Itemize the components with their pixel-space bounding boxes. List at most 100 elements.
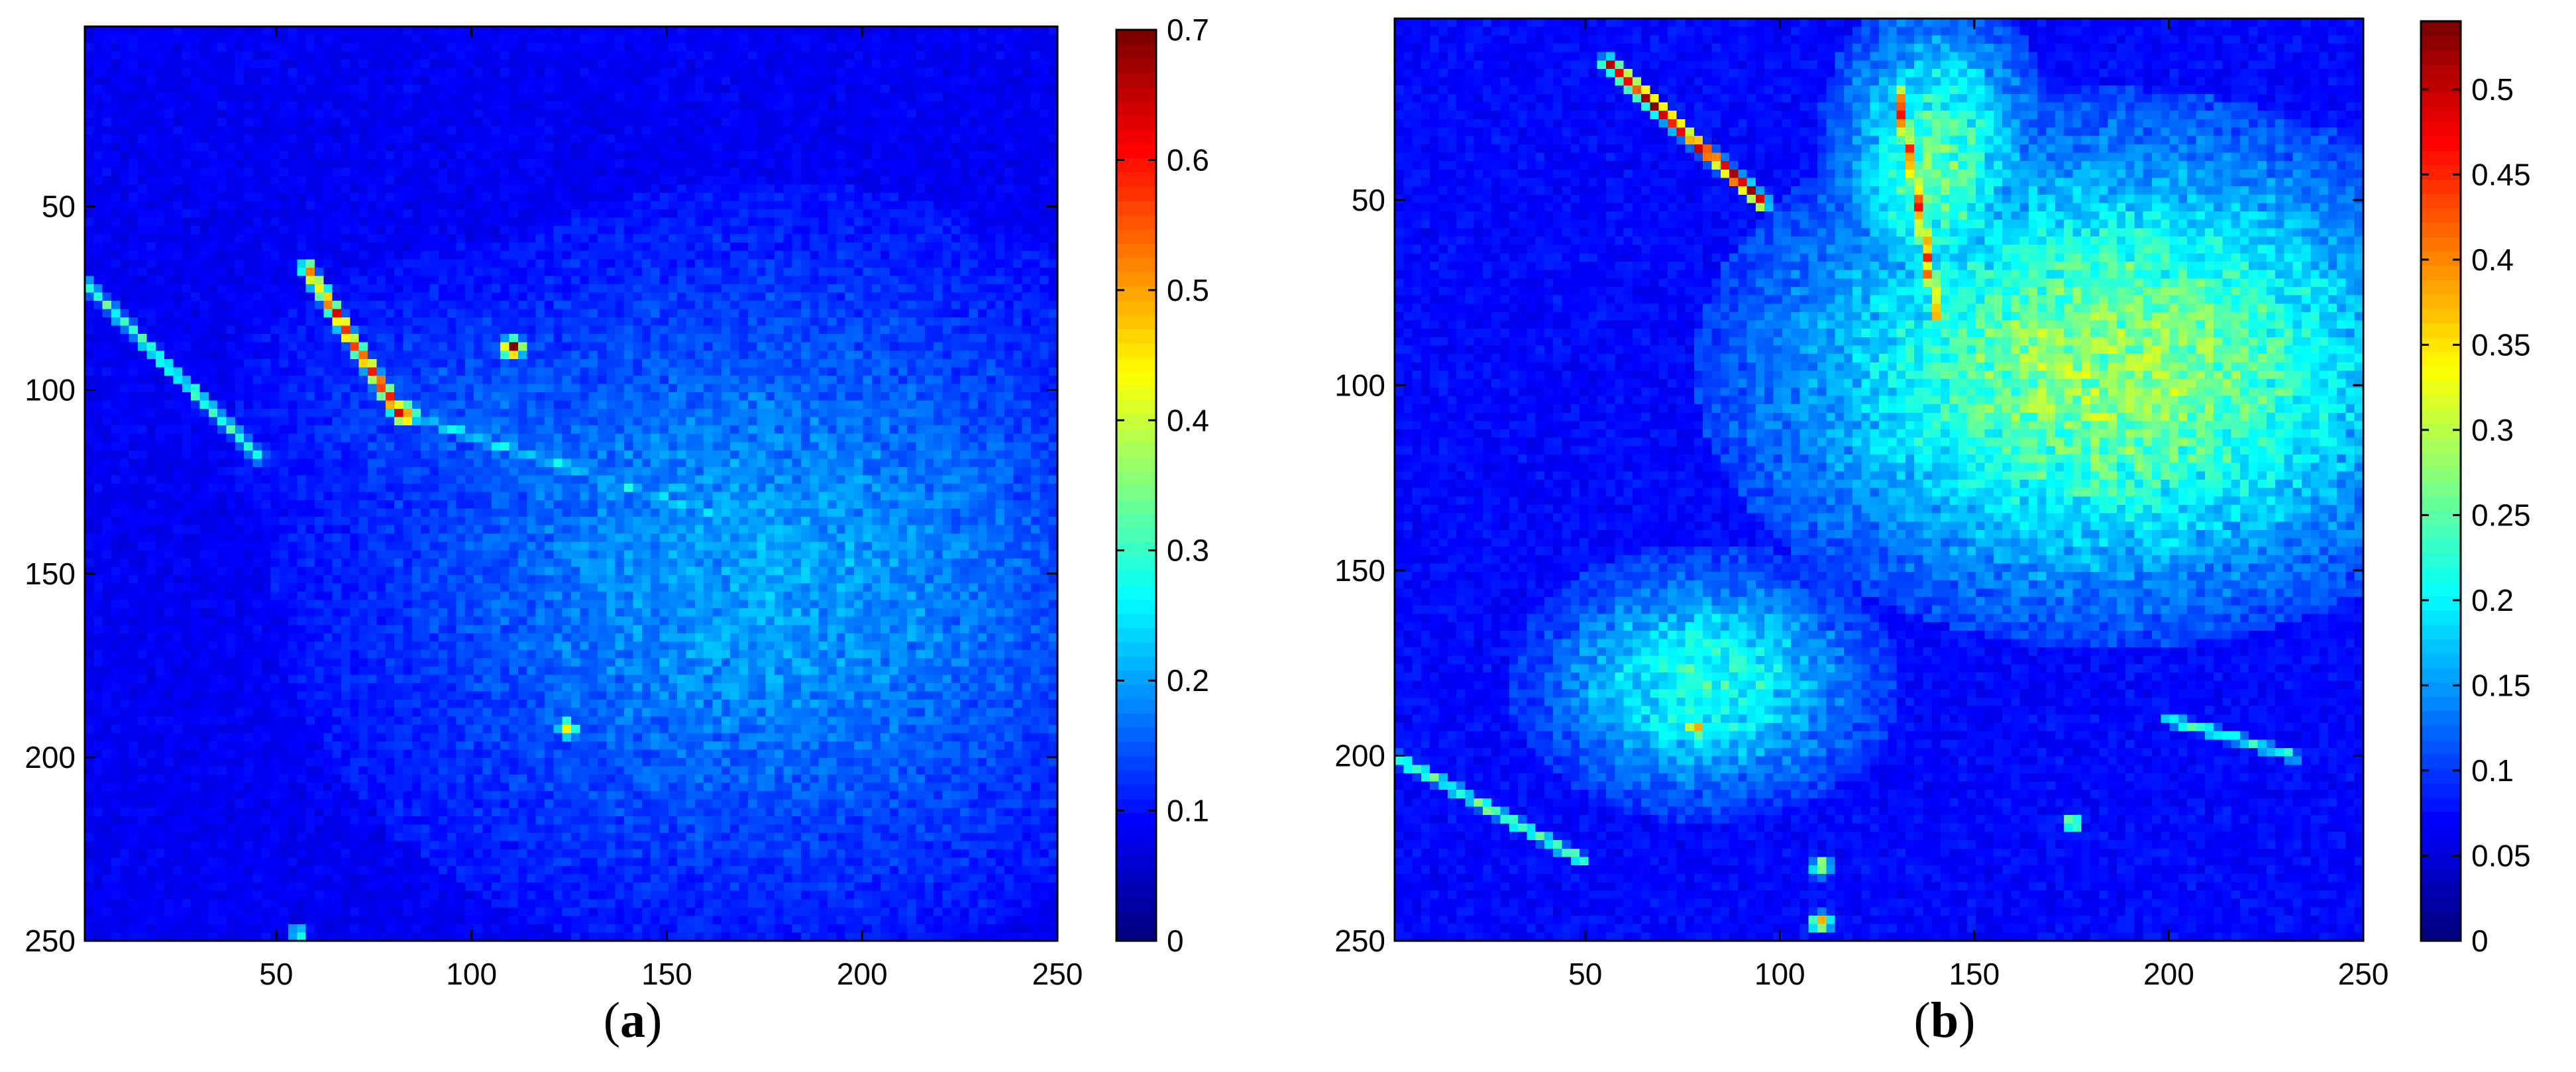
heatmap-cell (757, 250, 767, 260)
heatmap-cell (828, 367, 837, 376)
heatmap-cell (553, 375, 563, 385)
heatmap-cell (527, 176, 537, 185)
heatmap-cell (606, 151, 616, 160)
heatmap-cell (615, 159, 625, 168)
heatmap-cell (562, 384, 572, 393)
heatmap-cell (792, 384, 802, 393)
heatmap-cell (358, 350, 368, 360)
heatmap-cell (474, 159, 484, 168)
heatmap-cell (677, 392, 687, 402)
heatmap-cell (969, 334, 979, 343)
heatmap-cell (438, 325, 448, 335)
heatmap-cell (482, 134, 492, 144)
heatmap-cell (438, 375, 448, 385)
heatmap-cell (606, 134, 616, 144)
heatmap-cell (491, 242, 501, 252)
heatmap-cell (350, 68, 360, 77)
heatmap-cell (615, 126, 625, 135)
heatmap-cell (164, 301, 174, 310)
heatmap-cell (385, 168, 395, 177)
heatmap-cell (111, 159, 121, 168)
heatmap-cell (624, 151, 634, 160)
heatmap-cell (712, 309, 722, 318)
heatmap-cell (686, 242, 696, 252)
heatmap-cell (544, 317, 554, 327)
heatmap-cell (651, 168, 661, 177)
heatmap-cell (394, 68, 404, 77)
heatmap-cell (854, 301, 863, 310)
heatmap-cell (297, 134, 307, 144)
heatmap-cell (244, 226, 254, 235)
heatmap-cell (934, 358, 943, 368)
heatmap-cell (305, 134, 315, 144)
heatmap-cell (235, 325, 244, 335)
heatmap-cell (881, 176, 890, 185)
heatmap-cell (651, 384, 661, 393)
heatmap-cell (1048, 267, 1058, 276)
heatmap-cell (730, 184, 740, 193)
heatmap-cell (651, 159, 661, 168)
heatmap-cell (102, 209, 112, 219)
heatmap-cell (421, 242, 431, 252)
heatmap-cell (571, 76, 580, 85)
heatmap-cell (907, 93, 917, 102)
heatmap-cell (323, 301, 333, 310)
heatmap-cell (358, 358, 368, 368)
heatmap-cell (694, 27, 704, 36)
heatmap-cell (332, 367, 342, 376)
heatmap-cell (783, 217, 793, 227)
heatmap-cell (464, 142, 474, 152)
heatmap-cell (350, 276, 360, 285)
heatmap-cell (199, 234, 209, 243)
heatmap-cell (305, 93, 315, 102)
heatmap-cell (969, 284, 979, 294)
heatmap-cell (438, 184, 448, 193)
heatmap-cell (297, 27, 307, 36)
heatmap-cell (244, 301, 254, 310)
heatmap-cell (960, 159, 970, 168)
heatmap-cell (677, 43, 687, 52)
heatmap-cell (800, 192, 810, 202)
heatmap-cell (686, 301, 696, 310)
heatmap-cell (828, 358, 837, 368)
heatmap-cell (358, 242, 368, 252)
heatmap-cell (358, 392, 368, 402)
heatmap-cell (323, 276, 333, 285)
heatmap-cell (845, 34, 855, 44)
heatmap-cell (774, 176, 784, 185)
heatmap-cell (969, 176, 979, 185)
heatmap-cell (456, 350, 466, 360)
heatmap-cell (314, 334, 324, 343)
heatmap-cell (747, 76, 757, 85)
heatmap-cell (907, 392, 917, 402)
heatmap-cell (429, 358, 439, 368)
heatmap-cell (889, 51, 899, 60)
heatmap-cell (385, 284, 395, 294)
heatmap-cell (1013, 342, 1023, 351)
heatmap-cell (588, 184, 598, 193)
heatmap-cell (270, 292, 280, 301)
heatmap-cell (279, 234, 289, 243)
heatmap-cell (757, 217, 767, 227)
heatmap-cell (800, 292, 810, 301)
heatmap-cell (916, 176, 926, 185)
heatmap-cell (668, 209, 678, 219)
heatmap-cell (474, 209, 484, 219)
heatmap-cell (438, 151, 448, 160)
heatmap-cell (934, 184, 943, 193)
heatmap-cell (677, 126, 687, 135)
heatmap-cell (951, 358, 961, 368)
heatmap-cell (1004, 168, 1014, 177)
heatmap-cell (1013, 84, 1023, 93)
heatmap-cell (138, 284, 148, 294)
heatmap-cell (182, 309, 191, 318)
heatmap-cell (217, 134, 227, 144)
heatmap-cell (252, 234, 262, 243)
heatmap-cell (871, 118, 881, 127)
heatmap-cell (871, 358, 881, 368)
heatmap-cell (535, 301, 545, 310)
heatmap-cell (871, 142, 881, 152)
heatmap-cell (659, 342, 669, 351)
heatmap-cell (995, 51, 1005, 60)
heatmap-cell (951, 68, 961, 77)
